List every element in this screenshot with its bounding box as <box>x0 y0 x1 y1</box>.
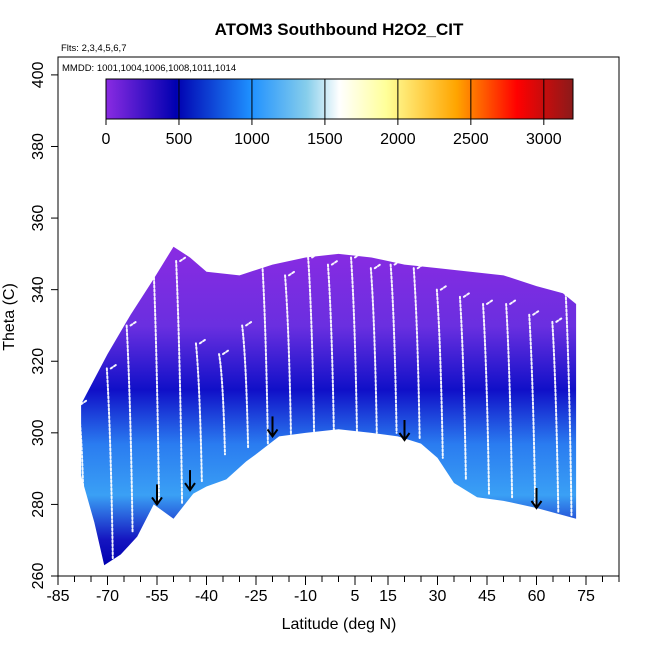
x-tick-label: 60 <box>528 588 546 605</box>
x-tick-label: 15 <box>379 588 397 605</box>
flight-track-21 <box>528 310 540 506</box>
x-tick-label: 5 <box>351 588 360 605</box>
y-axis-label: Theta (C) <box>1 283 18 351</box>
chart-title: ATOM3 Southbound H2O2_CIT <box>215 20 464 39</box>
flight-track-11 <box>307 252 319 434</box>
y-tick-label: 380 <box>30 133 47 160</box>
profile-arrow-5 <box>530 487 543 510</box>
flight-track-7 <box>218 349 230 456</box>
x-tick-label: -55 <box>145 588 168 605</box>
x-tick-label: -70 <box>96 588 119 605</box>
coverage-field <box>81 246 577 566</box>
y-tick-label: 280 <box>30 491 47 518</box>
flight-track-12 <box>326 260 339 434</box>
y-axis: 260 280 300 320 340 360 380 400 <box>30 61 58 589</box>
flight-track-15 <box>389 260 401 434</box>
y-tick-label: 300 <box>30 419 47 446</box>
x-tick-label: -10 <box>294 588 317 605</box>
flight-track-10 <box>284 270 296 438</box>
flights-note: Flts: 2,3,4,5,6,7 <box>61 43 126 54</box>
y-tick-label: 360 <box>30 205 47 232</box>
flight-track-9 <box>260 252 273 445</box>
profile-markers <box>151 416 543 510</box>
colorbar-tick-label: 1500 <box>307 131 343 148</box>
flight-track-13 <box>350 252 362 434</box>
flight-track-3 <box>125 320 137 535</box>
colorbar-tick-label: 3000 <box>526 131 562 148</box>
flight-track-17 <box>435 285 448 459</box>
flight-tracks <box>76 249 576 560</box>
flight-track-16 <box>412 263 424 441</box>
flight-track-18 <box>458 292 471 481</box>
profile-arrow-2 <box>184 470 196 492</box>
y-tick-label: 260 <box>30 563 47 590</box>
colorbar-gradient <box>105 78 574 120</box>
colorbar-tick-label: 2000 <box>380 131 416 148</box>
colorbar-tick-label: 1000 <box>234 131 270 148</box>
flight-track-4 <box>152 249 164 502</box>
flight-track-6 <box>194 338 207 484</box>
flight-track-2 <box>105 363 118 560</box>
colorbar-ticks: 0 500 1000 1500 2000 2500 3000 <box>102 79 562 148</box>
x-tick-label: -85 <box>46 588 69 605</box>
dates-note: MMDD: 1001,1004,1006,1008,1011,1014 <box>62 63 236 74</box>
y-tick-label: 320 <box>30 348 47 375</box>
x-tick-label: -40 <box>195 588 218 605</box>
flight-track-22 <box>551 317 563 513</box>
profile-arrow-1 <box>151 484 163 507</box>
profile-arrow-3 <box>266 416 279 439</box>
flight-track-5 <box>175 256 187 506</box>
flight-track-20 <box>505 299 517 499</box>
flight-track-23 <box>564 285 576 517</box>
data-layer <box>76 246 577 566</box>
colorbar-tick-label: 500 <box>166 131 193 148</box>
x-tick-label: -25 <box>244 588 267 605</box>
colorbar: 0 500 1000 1500 2000 2500 3000 <box>102 78 574 148</box>
flight-track-14 <box>369 263 382 434</box>
colorbar-tick-label: 0 <box>102 131 111 148</box>
x-tick-label: 75 <box>577 588 595 605</box>
x-tick-label: 45 <box>478 588 496 605</box>
flight-track-1 <box>76 399 88 488</box>
x-tick-label: 30 <box>429 588 447 605</box>
profile-arrow-4 <box>398 419 411 442</box>
y-tick-label: 400 <box>30 61 47 88</box>
y-tick-label: 340 <box>30 276 47 303</box>
x-axis: -85 -70 -55 -40 -25 -10 5 15 30 45 60 75 <box>46 576 620 605</box>
flight-track-19 <box>482 299 494 495</box>
colorbar-tick-label: 2500 <box>453 131 489 148</box>
flight-track-8 <box>241 320 253 449</box>
x-axis-label: Latitude (deg N) <box>282 616 397 633</box>
